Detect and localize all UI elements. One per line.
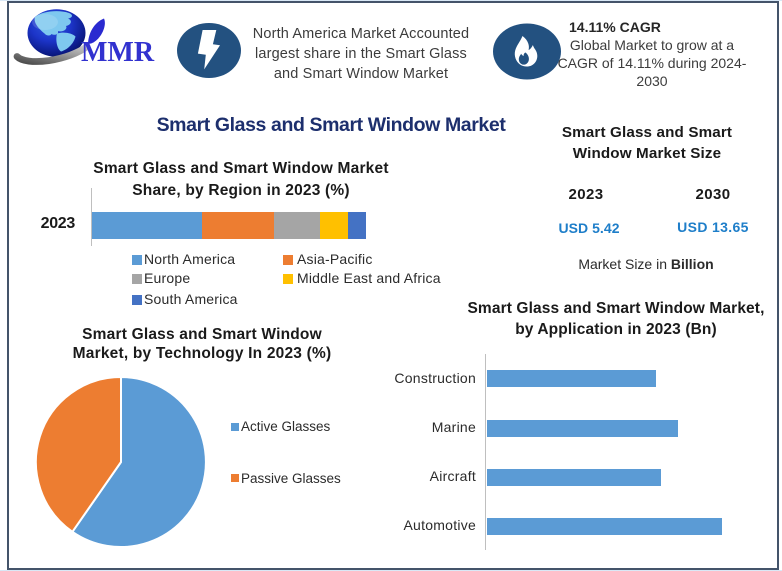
svg-text:MMR: MMR	[81, 37, 155, 68]
